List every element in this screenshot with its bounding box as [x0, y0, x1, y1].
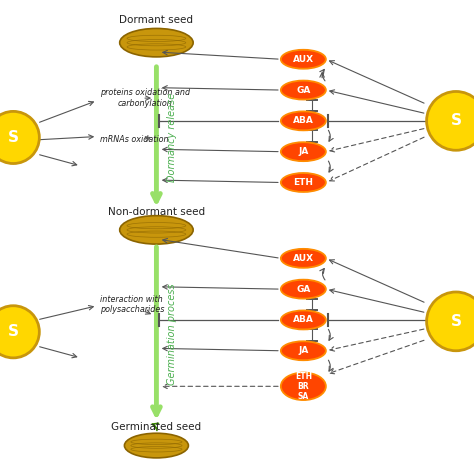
Text: Non-dormant seed: Non-dormant seed	[108, 207, 205, 218]
Ellipse shape	[281, 50, 326, 69]
Circle shape	[427, 91, 474, 150]
Text: Germinated seed: Germinated seed	[111, 421, 201, 432]
Text: ABA: ABA	[293, 117, 314, 125]
Ellipse shape	[124, 433, 189, 458]
Ellipse shape	[281, 249, 326, 268]
Text: GA: GA	[296, 285, 310, 293]
Ellipse shape	[281, 81, 326, 100]
Circle shape	[427, 292, 474, 351]
Text: proteins oxidation and
carbonylation: proteins oxidation and carbonylation	[100, 89, 190, 108]
Text: JA: JA	[298, 346, 309, 355]
Text: mRNAs oxidation: mRNAs oxidation	[100, 136, 168, 144]
Circle shape	[0, 306, 39, 358]
Ellipse shape	[281, 280, 326, 299]
Text: S: S	[8, 130, 19, 145]
Text: ETH
BR
SA: ETH BR SA	[295, 372, 312, 401]
Circle shape	[0, 111, 39, 164]
Text: AUX: AUX	[293, 254, 314, 263]
Text: JA: JA	[298, 147, 309, 156]
Ellipse shape	[281, 310, 326, 329]
Ellipse shape	[281, 142, 326, 161]
Text: S: S	[8, 324, 19, 339]
Text: ETH: ETH	[293, 178, 313, 187]
Ellipse shape	[281, 173, 326, 192]
Ellipse shape	[119, 28, 193, 57]
Text: Germination process: Germination process	[167, 283, 177, 385]
Text: interaction with
polysaccharides: interaction with polysaccharides	[100, 295, 164, 314]
Text: S: S	[450, 113, 462, 128]
Text: Dormant seed: Dormant seed	[119, 15, 193, 25]
Text: ABA: ABA	[293, 316, 314, 324]
Ellipse shape	[281, 111, 326, 130]
Text: GA: GA	[296, 86, 310, 94]
Ellipse shape	[119, 216, 193, 244]
Text: Dormancy release: Dormancy release	[167, 93, 177, 182]
Ellipse shape	[281, 341, 326, 360]
Text: S: S	[450, 314, 462, 329]
Text: AUX: AUX	[293, 55, 314, 64]
Ellipse shape	[281, 373, 326, 400]
